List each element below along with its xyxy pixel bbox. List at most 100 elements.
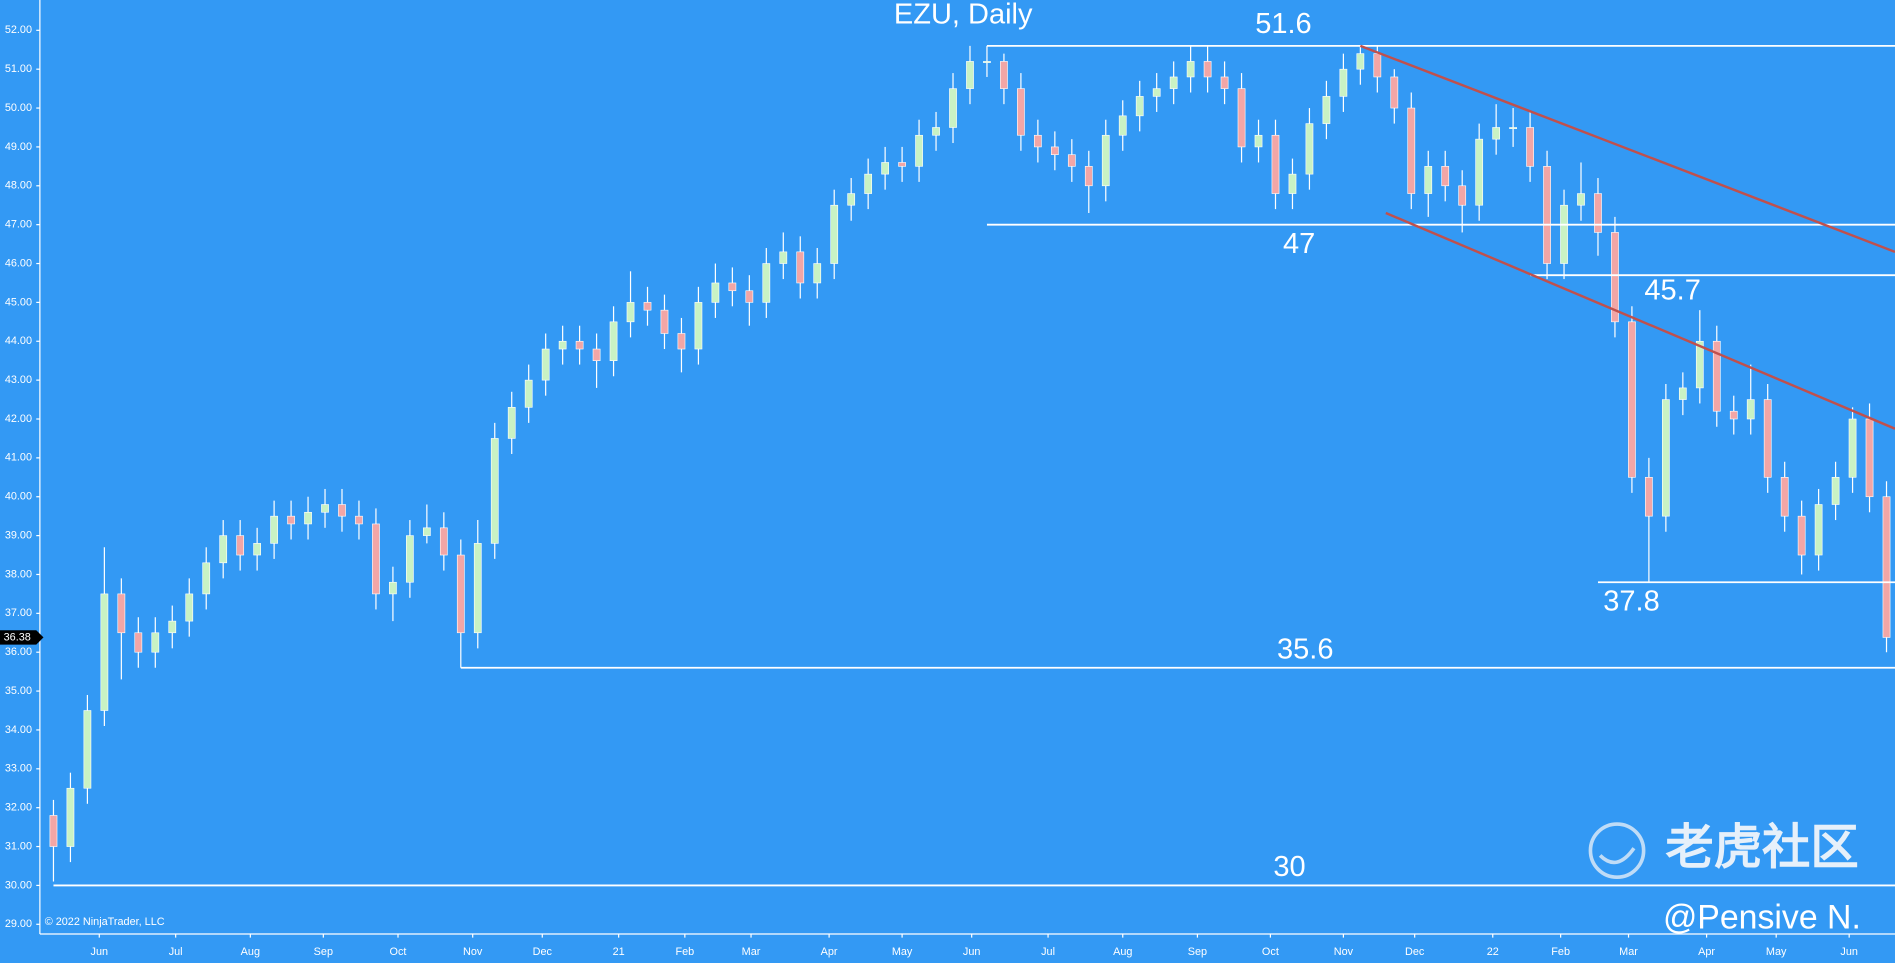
candle-body xyxy=(1373,53,1382,78)
candle-body xyxy=(609,321,618,361)
trendline xyxy=(1385,211,1895,430)
x-tick-label: 22 xyxy=(1487,946,1499,958)
candle-body xyxy=(389,581,397,595)
candle-body xyxy=(151,632,160,653)
x-tick-label: Aug xyxy=(241,946,260,958)
candle-body xyxy=(439,527,448,556)
candle-body xyxy=(1034,134,1042,148)
y-tick-label: 48.00 xyxy=(5,180,32,192)
candle-body xyxy=(1509,127,1517,129)
x-tick-label: Oct xyxy=(390,946,407,958)
candle-body xyxy=(1135,96,1144,117)
candle-body xyxy=(355,515,363,525)
candle-body xyxy=(1000,61,1008,89)
candle-body xyxy=(1797,515,1806,556)
x-tick-label: Sep xyxy=(314,946,333,958)
candle-body xyxy=(219,535,228,564)
y-tick-label: 30.00 xyxy=(5,879,32,891)
y-tick-label: 41.00 xyxy=(5,452,32,464)
candle-body xyxy=(338,504,346,517)
y-tick-label: 43.00 xyxy=(5,374,32,386)
candle-body xyxy=(1237,88,1246,148)
candle-body xyxy=(372,523,380,595)
candle-body xyxy=(1322,96,1331,124)
x-tick-label: Sep xyxy=(1188,946,1207,958)
x-tick-label: Mar xyxy=(742,946,761,958)
candle-body xyxy=(1611,232,1619,323)
candle-body xyxy=(490,438,499,544)
last-price-tag xyxy=(0,630,44,645)
candle-body xyxy=(1458,185,1467,206)
candle-body xyxy=(1882,496,1891,638)
candle-body xyxy=(422,527,431,536)
y-tick-label: 40.00 xyxy=(5,491,32,503)
watermark-logo xyxy=(1588,822,1646,880)
chart-title: EZU, Daily xyxy=(894,0,1033,30)
watermark: 老虎社区 xyxy=(1665,820,1858,874)
candle-body xyxy=(558,340,567,350)
y-tick-label: 42.00 xyxy=(5,413,32,425)
level-label: 51.6 xyxy=(1255,8,1311,40)
candle-body xyxy=(1492,127,1501,140)
y-tick-label: 37.00 xyxy=(5,607,32,619)
y-tick-label: 36.00 xyxy=(5,646,32,658)
candle-body xyxy=(1475,138,1484,206)
x-tick-label: 21 xyxy=(613,946,625,958)
candle-body xyxy=(1678,387,1687,400)
copyright: © 2022 NinjaTrader, LLC xyxy=(45,916,165,928)
x-tick-label: Dec xyxy=(533,946,553,958)
x-tick-label: Jun xyxy=(91,946,109,958)
candle-body xyxy=(507,407,516,439)
candle-body xyxy=(1560,204,1568,264)
candle-body xyxy=(898,162,906,167)
candle-body xyxy=(134,632,143,653)
author: @Pensive N. xyxy=(1663,898,1861,936)
candle-body xyxy=(1424,166,1433,194)
y-tick-label: 35.00 xyxy=(5,685,32,697)
y-tick-label: 44.00 xyxy=(5,335,32,347)
x-tick-label: Mar xyxy=(1619,946,1638,958)
candle-body xyxy=(932,127,940,136)
candle-body xyxy=(168,620,177,634)
candle-body xyxy=(575,340,584,350)
candle-body xyxy=(202,562,211,595)
candle-body xyxy=(185,593,194,622)
candle-body xyxy=(1645,476,1653,517)
candle-body xyxy=(1271,134,1280,194)
x-tick-label: Aug xyxy=(1113,946,1132,958)
candle-body xyxy=(1763,399,1772,478)
x-tick-label: Nov xyxy=(463,946,483,958)
candle-body xyxy=(1746,399,1755,420)
candle-body xyxy=(1017,88,1025,136)
y-tick-label: 51.00 xyxy=(5,63,32,75)
x-tick-label: Feb xyxy=(675,946,694,958)
candle-body xyxy=(1084,166,1093,187)
x-tick-label: Jul xyxy=(169,946,183,958)
candle-body xyxy=(1662,399,1670,517)
candle-body xyxy=(524,379,533,408)
candle-body xyxy=(643,302,652,311)
candle-body xyxy=(1577,193,1585,206)
candle-body xyxy=(270,515,278,544)
y-tick-label: 50.00 xyxy=(5,102,32,114)
x-tick-label: Jul xyxy=(1041,946,1055,958)
candle-body xyxy=(1288,173,1297,194)
y-tick-label: 34.00 xyxy=(5,724,32,736)
candle-body xyxy=(1101,134,1110,187)
x-tick-label: Feb xyxy=(1551,946,1570,958)
candles xyxy=(49,45,1891,882)
candle-body xyxy=(1220,76,1229,89)
candle-body xyxy=(745,290,754,303)
y-tick-label: 31.00 xyxy=(5,840,32,852)
candle-body xyxy=(915,134,923,167)
x-tick-label: May xyxy=(1766,946,1787,958)
candle-body xyxy=(66,787,75,847)
candle-body xyxy=(1067,154,1076,167)
candle-body xyxy=(711,282,720,303)
candle-body xyxy=(1169,76,1178,89)
candle-body xyxy=(1729,410,1738,420)
candle-body xyxy=(1780,476,1789,517)
candle-body xyxy=(796,251,805,284)
